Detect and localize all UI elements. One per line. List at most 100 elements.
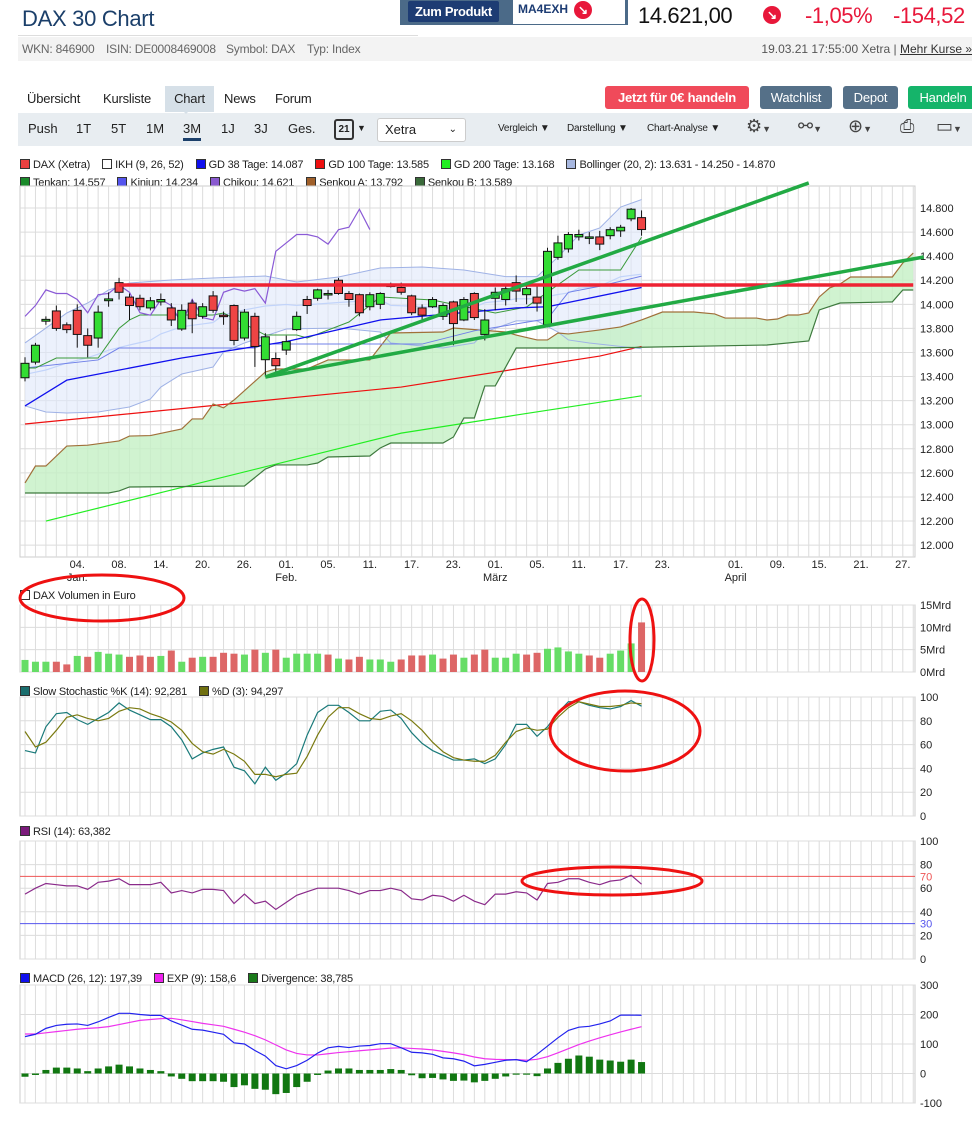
tab-chart[interactable]: Chart [165, 86, 214, 112]
x-tick-label: 04. [70, 559, 85, 571]
volume-bar [84, 656, 92, 672]
divider [18, 35, 418, 36]
divergence-bar [115, 1064, 123, 1074]
volume-bar [408, 655, 416, 672]
y-tick-label: 5Mrd [920, 645, 945, 657]
menu-darstellung[interactable]: Darstellung ▼ [567, 123, 628, 134]
zum-produkt-button[interactable]: Zum Produkt [408, 1, 499, 22]
candle-body [229, 305, 239, 341]
volume-bar [146, 656, 154, 672]
y-tick-label: 40 [920, 907, 932, 919]
divergence-bar [449, 1073, 457, 1081]
x-tick-label: 08. [111, 559, 126, 571]
divergence-bar [73, 1068, 81, 1074]
period-5t[interactable]: 5T [111, 121, 127, 136]
x-tick-label: 23. [446, 559, 461, 571]
volume-bar [606, 653, 614, 672]
divergence-bar [314, 1073, 322, 1075]
x-tick-label: 05. [320, 559, 335, 571]
candle [229, 304, 239, 346]
depot-button[interactable]: Depot [843, 86, 898, 109]
tab-forum[interactable]: Forum [275, 91, 312, 106]
candle [156, 293, 166, 306]
volume-bar [21, 659, 29, 672]
period-3m[interactable]: 3M [183, 121, 202, 141]
legend-label: RSI (14): 63,382 [33, 826, 111, 838]
tab-kursliste[interactable]: Kursliste [103, 91, 152, 106]
save-icon[interactable]: ▭▼ [936, 116, 962, 136]
divergence-bar [105, 1066, 113, 1074]
legend-swatch [440, 159, 451, 169]
period-3j[interactable]: 3J [254, 121, 268, 136]
divergence-bar [345, 1068, 353, 1074]
divergence-bar [408, 1073, 416, 1076]
period-1t[interactable]: 1T [76, 121, 92, 136]
candle [30, 342, 40, 365]
candle-body [239, 311, 249, 339]
legend-item: Slow Stochastic %K (14): 92,281 [20, 684, 187, 700]
divergence-bar [324, 1070, 332, 1074]
divergence-bar [157, 1071, 165, 1074]
stoch-legend: Slow Stochastic %K (14): 92,281 %D (3): 9… [20, 682, 295, 700]
product-code-box[interactable] [513, 0, 625, 24]
volume-bar [303, 653, 311, 672]
gear-icon[interactable]: ⚙▼ [746, 116, 772, 136]
candle-body [41, 318, 51, 322]
legend-swatch [248, 973, 259, 983]
divergence-bar [21, 1073, 29, 1077]
watchlist-button[interactable]: Watchlist [760, 86, 832, 109]
legend-item: MACD (26, 12): 197,39 [20, 971, 142, 987]
menu-chart-analyse[interactable]: Chart-Analyse ▼ [647, 123, 721, 134]
x-tick-label: 27. [895, 559, 910, 571]
period-1j[interactable]: 1J [221, 121, 235, 136]
legend-label: Bollinger (20, 2): 13.631 - 14.250 - 14.… [579, 159, 776, 171]
divergence-bar [52, 1067, 60, 1074]
divergence-bar [188, 1073, 196, 1082]
y-tick-label: 12.000 [920, 540, 954, 552]
trade-button[interactable]: Handeln [908, 86, 972, 109]
volume-bar [397, 659, 405, 672]
y-tick-label: 13.800 [920, 323, 954, 335]
type: Typ: Index [307, 42, 361, 56]
calendar-icon[interactable]: 21 [334, 119, 354, 140]
x-tick-label: 17. [613, 559, 628, 571]
more-quotes-link[interactable]: Mehr Kurse » [899, 42, 972, 56]
y-tick-label: 14.000 [920, 299, 954, 311]
trade-free-button[interactable]: Jetzt für 0€ handeln [605, 86, 749, 109]
divergence-bar [533, 1073, 541, 1077]
caret-down-icon[interactable]: ▼ [357, 123, 366, 133]
divergence-bar [63, 1067, 71, 1074]
divergence-bar [617, 1061, 625, 1074]
indicator-panel [19, 696, 916, 817]
tab-uebersicht[interactable]: Übersicht [27, 91, 81, 106]
volume-bar [596, 657, 604, 672]
legend-label: GD 100 Tage: 13.585 [328, 159, 429, 171]
share-nodes-icon[interactable]: ⚯▼ [798, 116, 823, 136]
period-1m[interactable]: 1M [146, 121, 165, 136]
y-tick-label: 14.800 [920, 203, 954, 215]
wkn: WKN: 846900 [22, 42, 95, 56]
menu-vergleich[interactable]: Vergleich ▼ [498, 123, 550, 134]
volume-bar [105, 653, 113, 672]
volume-bar [240, 654, 248, 672]
candle [563, 232, 573, 253]
period-ges[interactable]: Ges. [288, 121, 316, 136]
divergence-bar [335, 1068, 342, 1074]
legend-swatch [20, 973, 30, 983]
exchange-select[interactable]: Xetra ⌄ [377, 118, 466, 142]
candle-body [93, 311, 103, 339]
candle-body [365, 294, 375, 308]
tab-news[interactable]: News [224, 91, 256, 106]
legend-swatch [20, 686, 30, 696]
period-push[interactable]: Push [28, 121, 58, 136]
arrow-down-right-icon: ↘ [763, 6, 781, 24]
divergence-bar [523, 1073, 531, 1075]
candle-body [30, 344, 40, 363]
volume-bar [261, 652, 269, 672]
divergence-bar [596, 1059, 604, 1074]
zoom-in-icon[interactable]: ⊕▼ [848, 116, 873, 136]
volume-bar [564, 651, 572, 672]
candle-body [114, 282, 124, 293]
print-icon[interactable]: ⎙ [900, 116, 915, 136]
